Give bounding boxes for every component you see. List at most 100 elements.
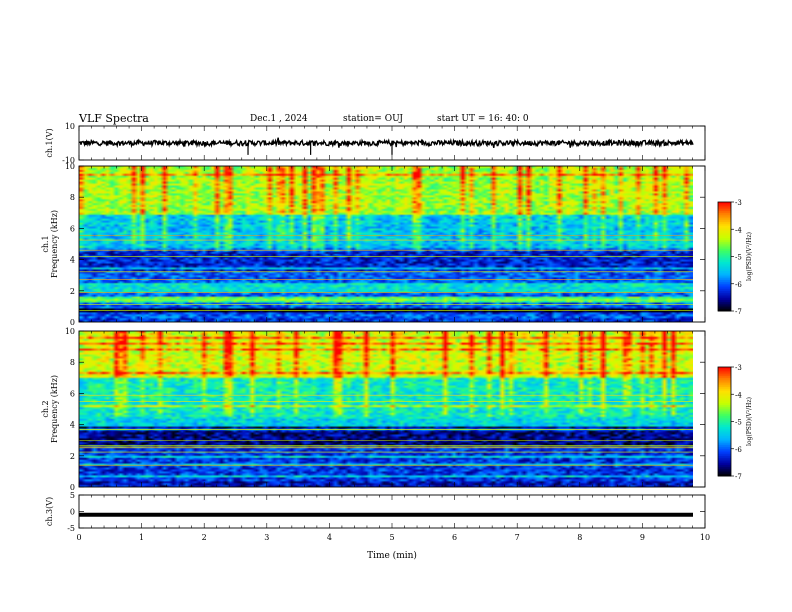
colorbar-cell	[718, 238, 731, 241]
colorbar-cell	[718, 463, 731, 466]
colorbar-cell	[718, 249, 731, 252]
colorbar-cell	[718, 468, 731, 472]
ch2-spectrogram-image	[79, 331, 693, 487]
colorbar-tick-label: -4	[735, 226, 742, 234]
colorbar-cell	[718, 428, 731, 432]
colorbar-cell	[718, 419, 731, 422]
y-tick-label: 10	[65, 162, 75, 171]
start-time-label: start UT = 16: 40: 0	[437, 114, 529, 124]
x-tick-label: 3	[264, 533, 269, 542]
colorbar-cell	[718, 243, 731, 247]
colorbar-tick-label: -6	[735, 281, 742, 289]
colorbar-cell	[718, 276, 731, 279]
colorbar-cell	[718, 209, 731, 212]
y-tick-label: 0	[70, 318, 75, 327]
y-tick-label: 0	[70, 483, 75, 492]
colorbar-cell	[718, 372, 731, 375]
colorbar-cell	[718, 202, 731, 205]
colorbar-cell	[718, 301, 731, 305]
colorbar-cell	[718, 403, 731, 406]
date-label: Dec.1 , 2024	[250, 114, 308, 124]
colorbar-cell	[718, 472, 731, 475]
ch1-waveform-trace	[78, 137, 694, 149]
colorbar-cell	[718, 231, 731, 234]
colorbar-cell	[718, 300, 731, 303]
colorbar-tick-label: -7	[735, 473, 742, 481]
data-layer	[78, 137, 731, 517]
colorbar-cell	[718, 225, 731, 228]
colorbar-cell	[718, 436, 731, 439]
y-tick-label: 10	[65, 122, 75, 131]
colorbar-cell	[718, 456, 731, 459]
colorbar-cell	[718, 461, 731, 464]
colorbar-cell	[718, 271, 731, 274]
colorbar-cell	[718, 252, 731, 256]
y-axis-label: ch.2	[41, 400, 50, 417]
colorbar-cell	[718, 234, 731, 238]
x-tick-label: 7	[515, 533, 520, 542]
colorbar-cell	[718, 251, 731, 254]
colorbar-cell	[718, 423, 731, 426]
colorbar-cell	[718, 396, 731, 399]
colorbar-cell	[718, 439, 731, 442]
colorbar-cell	[718, 221, 731, 225]
colorbar-cell	[718, 294, 731, 297]
colorbar-cell	[718, 241, 731, 245]
colorbar-cell	[718, 367, 731, 370]
y-axis-label: ch.1	[41, 235, 50, 252]
colorbar-cell	[718, 258, 731, 261]
x-tick-label: 10	[700, 533, 710, 542]
station-label: station= OUJ	[343, 114, 404, 124]
x-tick-label: 5	[389, 533, 394, 542]
colorbar-cell	[718, 220, 731, 223]
colorbar-cell	[718, 267, 731, 270]
colorbar-cell	[718, 381, 731, 384]
colorbar-cell	[718, 303, 731, 307]
colorbar-tick-label: -3	[735, 364, 742, 372]
x-tick-label: 0	[76, 533, 81, 542]
colorbar-cell	[718, 272, 731, 276]
colorbar-cell	[718, 211, 731, 214]
colorbar-cell	[718, 376, 731, 379]
colorbar-cell	[718, 307, 731, 310]
colorbar-cell	[718, 421, 731, 424]
x-tick-label: 8	[577, 533, 582, 542]
colorbar-tick-label: -3	[735, 199, 742, 207]
colorbar-cell	[718, 414, 731, 417]
colorbar-cell	[718, 370, 731, 373]
y-tick-label: -5	[67, 524, 75, 533]
colorbar-cell	[718, 466, 731, 470]
colorbar-cell	[718, 397, 731, 401]
y-tick-label: 8	[70, 193, 75, 202]
colorbar-cell	[718, 245, 731, 248]
colorbar-cell	[718, 216, 731, 219]
colorbar-cell	[718, 377, 731, 381]
colorbar-cell	[718, 434, 731, 437]
colorbar-cell	[718, 280, 731, 283]
colorbar-cell	[718, 410, 731, 413]
colorbar-cell	[718, 214, 731, 218]
colorbar-cell	[718, 452, 731, 455]
colorbar-cell	[718, 281, 731, 285]
y-axis-label: Frequency (kHz)	[50, 375, 59, 443]
y-axis-label: ch.3(V)	[45, 497, 54, 526]
colorbar-cell	[718, 296, 731, 299]
colorbar-cell	[718, 443, 731, 446]
colorbar-cell	[718, 441, 731, 444]
x-tick-label: 4	[327, 533, 332, 542]
colorbar-cell	[718, 450, 731, 453]
axes-layer	[78, 125, 734, 529]
y-axis-label: ch.1(V)	[45, 128, 54, 157]
colorbar-cell	[718, 379, 731, 383]
colorbar-cell	[718, 269, 731, 272]
x-tick-label: 9	[640, 533, 645, 542]
colorbar-cell	[718, 298, 731, 301]
colorbar-cell	[718, 426, 731, 430]
colorbar-cell	[718, 287, 731, 290]
colorbar-cell	[718, 254, 731, 257]
colorbar-cell	[718, 399, 731, 403]
colorbar-cell	[718, 261, 731, 265]
y-tick-label: 0	[70, 508, 75, 517]
colorbar-cell	[718, 390, 731, 393]
colorbar-cell	[718, 383, 731, 386]
